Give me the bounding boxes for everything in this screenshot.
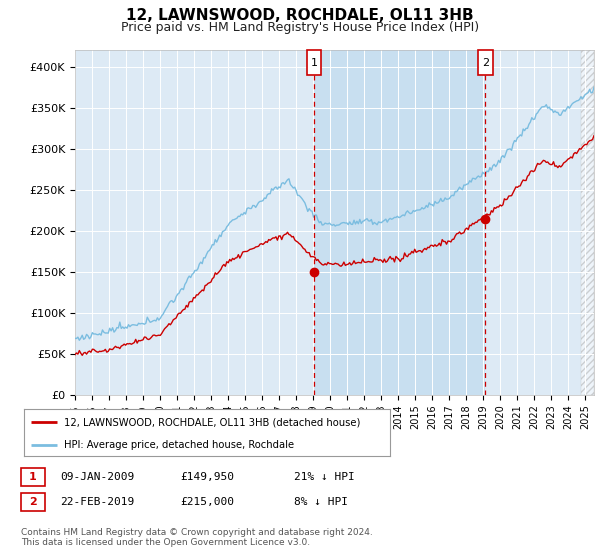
Text: 09-JAN-2009: 09-JAN-2009 [60,472,134,482]
Text: 2: 2 [29,497,37,507]
Text: HPI: Average price, detached house, Rochdale: HPI: Average price, detached house, Roch… [64,440,295,450]
Text: 1: 1 [310,58,317,68]
Text: 1: 1 [29,472,37,482]
Text: £215,000: £215,000 [180,497,234,507]
Text: 22-FEB-2019: 22-FEB-2019 [60,497,134,507]
Text: 8% ↓ HPI: 8% ↓ HPI [294,497,348,507]
Text: Price paid vs. HM Land Registry's House Price Index (HPI): Price paid vs. HM Land Registry's House … [121,21,479,34]
Text: 12, LAWNSWOOD, ROCHDALE, OL11 3HB (detached house): 12, LAWNSWOOD, ROCHDALE, OL11 3HB (detac… [64,417,361,427]
Text: 12, LAWNSWOOD, ROCHDALE, OL11 3HB: 12, LAWNSWOOD, ROCHDALE, OL11 3HB [126,8,474,24]
Bar [581,50,594,395]
Text: £149,950: £149,950 [180,472,234,482]
Text: 21% ↓ HPI: 21% ↓ HPI [294,472,355,482]
Bar [314,50,485,395]
Text: Contains HM Land Registry data © Crown copyright and database right 2024.
This d: Contains HM Land Registry data © Crown c… [21,528,373,547]
Text: 2: 2 [482,58,489,68]
FancyBboxPatch shape [478,50,493,75]
FancyBboxPatch shape [307,50,321,75]
